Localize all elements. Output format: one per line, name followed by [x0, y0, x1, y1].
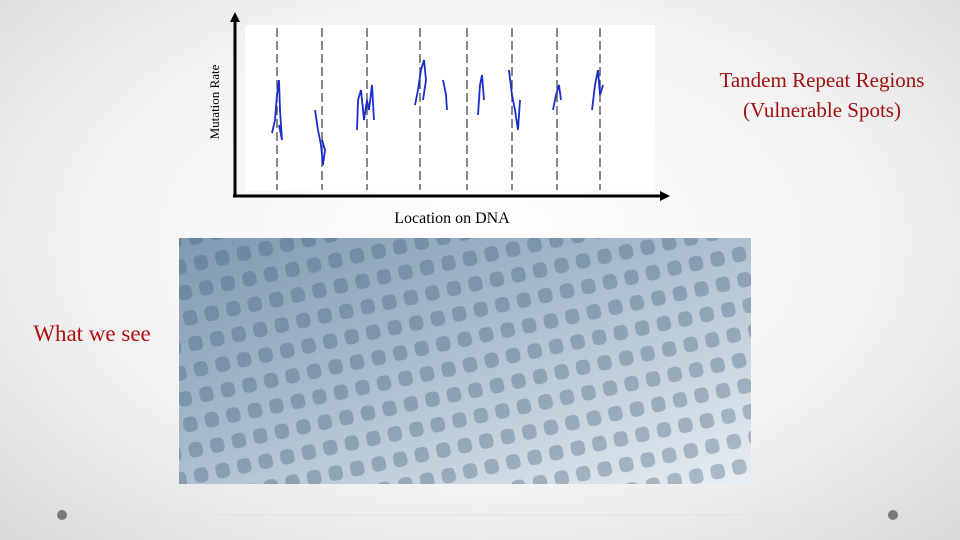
x-axis-label: Location on DNA — [394, 210, 510, 227]
axes — [230, 12, 670, 201]
callout-line: (Vulnerable Spots) — [743, 98, 901, 122]
plot-area — [245, 25, 655, 191]
dna-photo — [179, 238, 751, 484]
caption: What we see — [33, 321, 151, 346]
callout-line: Tandem Repeat Regions — [720, 68, 925, 92]
repeat-markers — [276, 28, 601, 190]
slide-decoration — [57, 510, 898, 520]
y-axis-label: Mutation Rate — [207, 64, 222, 139]
mutation-trace — [271, 59, 604, 166]
